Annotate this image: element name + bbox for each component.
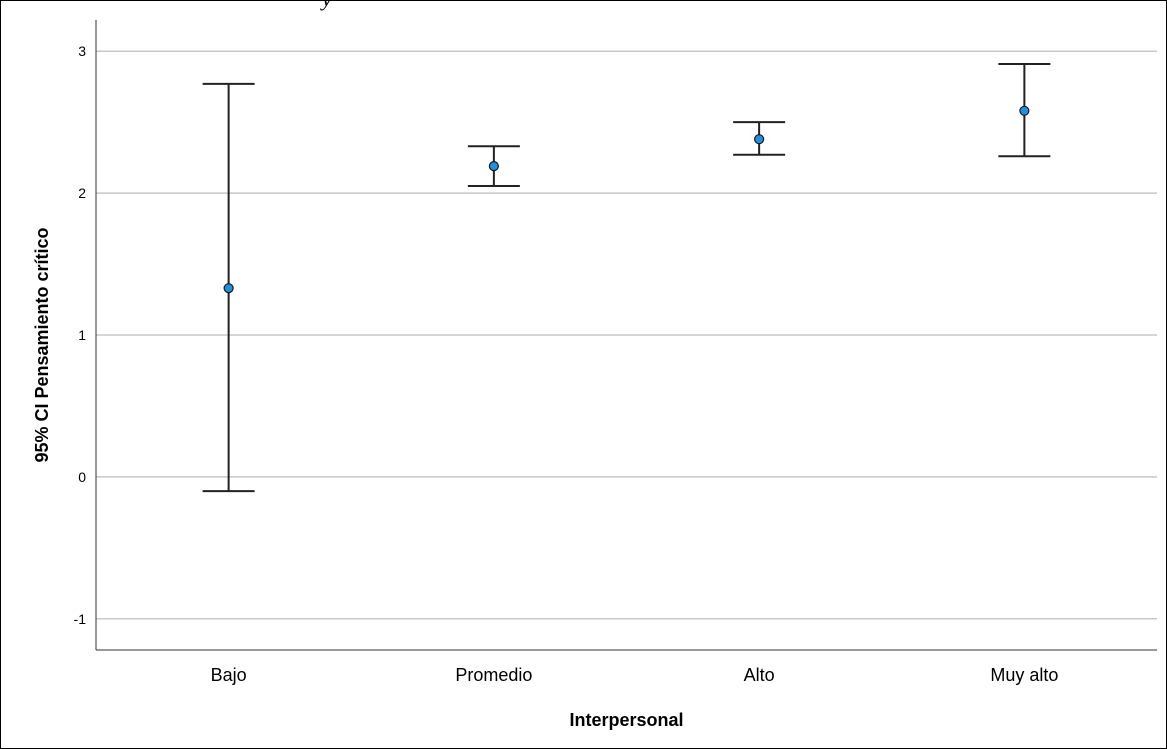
y-tick-label: 0 [78,469,86,485]
mean-marker [488,161,499,172]
errorbar-group [467,145,520,188]
x-axis-title: Interpersonal [569,710,683,730]
errorbar-group [202,82,255,493]
x-category-label: Muy alto [990,665,1058,685]
header-fragment: y [322,0,332,12]
y-axis-title: 95% CI Pensamiento crítico [32,227,52,462]
mean-marker [223,283,234,294]
mean-marker [1019,105,1030,116]
errorbar-group [733,121,786,156]
error-bars [202,62,1051,493]
x-category-label: Alto [744,665,775,685]
y-tick-label: 3 [78,43,86,59]
tick-labels: -1 0 1 2 3 Bajo Promedio Alto Muy alto [74,43,1059,685]
mean-marker [754,134,765,145]
x-category-label: Bajo [211,665,247,685]
errorbar-group [998,62,1051,158]
y-tick-label: -1 [74,611,87,627]
y-tick-label: 1 [78,327,86,343]
y-tick-label: 2 [78,185,86,201]
x-category-label: Promedio [455,665,532,685]
grid-lines [96,50,1157,620]
axes [95,20,1157,651]
